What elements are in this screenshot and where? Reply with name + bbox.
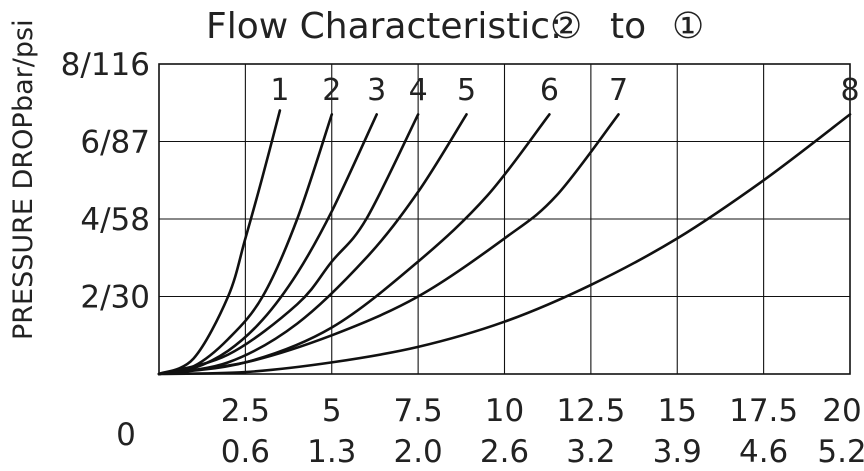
y-tick-label: 2/30 — [80, 280, 150, 316]
title-port-from: ② — [550, 6, 582, 47]
x-tick-label-secondary: 2.6 — [480, 434, 529, 470]
y-tick-label: 4/58 — [80, 202, 150, 238]
curve-7 — [157, 113, 620, 376]
curve-label-7: 7 — [609, 73, 628, 108]
x-tick-label: 12.5 — [556, 393, 625, 429]
curve-5 — [157, 113, 468, 376]
curve-label-3: 3 — [367, 73, 386, 108]
tick-labels: 2.50.651.37.52.0102.612.53.2153.917.54.6… — [61, 47, 864, 470]
curve-4 — [157, 113, 420, 376]
x-tick-label: 20 — [822, 393, 861, 429]
x-tick-label-secondary: 1.3 — [307, 434, 356, 470]
curve-label-6: 6 — [540, 73, 559, 108]
x-tick-label-secondary: 5.2 — [817, 434, 864, 470]
x-tick-label: 15 — [658, 393, 697, 429]
grid — [159, 64, 850, 374]
y-tick-label: 8/116 — [61, 47, 150, 83]
x-tick-label: 5 — [322, 393, 342, 429]
x-tick-label: 17.5 — [729, 393, 798, 429]
x-tick-label-secondary: 4.6 — [739, 434, 788, 470]
x-tick-label-secondary: 3.9 — [653, 434, 702, 470]
x-tick-label-secondary: 2.0 — [393, 434, 442, 470]
curve-label-2: 2 — [322, 73, 341, 108]
y-axis-units: bar/psi — [8, 19, 39, 112]
y-axis-label: PRESSURE DROP — [8, 112, 39, 340]
x-tick-label: 7.5 — [393, 393, 442, 429]
x-tick-label-secondary: 3.2 — [566, 434, 615, 470]
plot-frame — [158, 63, 851, 375]
curve-1 — [157, 109, 282, 376]
curve-label-5: 5 — [457, 73, 476, 108]
curve-8 — [157, 113, 852, 376]
x-tick-label: 2.5 — [221, 393, 270, 429]
curve-3 — [157, 113, 378, 376]
chart-title: Flow Characteristic: — [206, 6, 562, 47]
x-tick-label: 10 — [485, 393, 524, 429]
title-port-to: ① — [672, 6, 704, 47]
curve-label-1: 1 — [270, 73, 289, 108]
title-to-word: to — [610, 6, 646, 47]
y-tick-label: 6/87 — [80, 125, 150, 161]
curve-6 — [157, 113, 551, 376]
x-tick-label-zero: 0 — [116, 417, 136, 453]
x-tick-label-secondary: 0.6 — [221, 434, 270, 470]
curve-label-4: 4 — [409, 73, 428, 108]
curve-label-8: 8 — [840, 73, 859, 108]
